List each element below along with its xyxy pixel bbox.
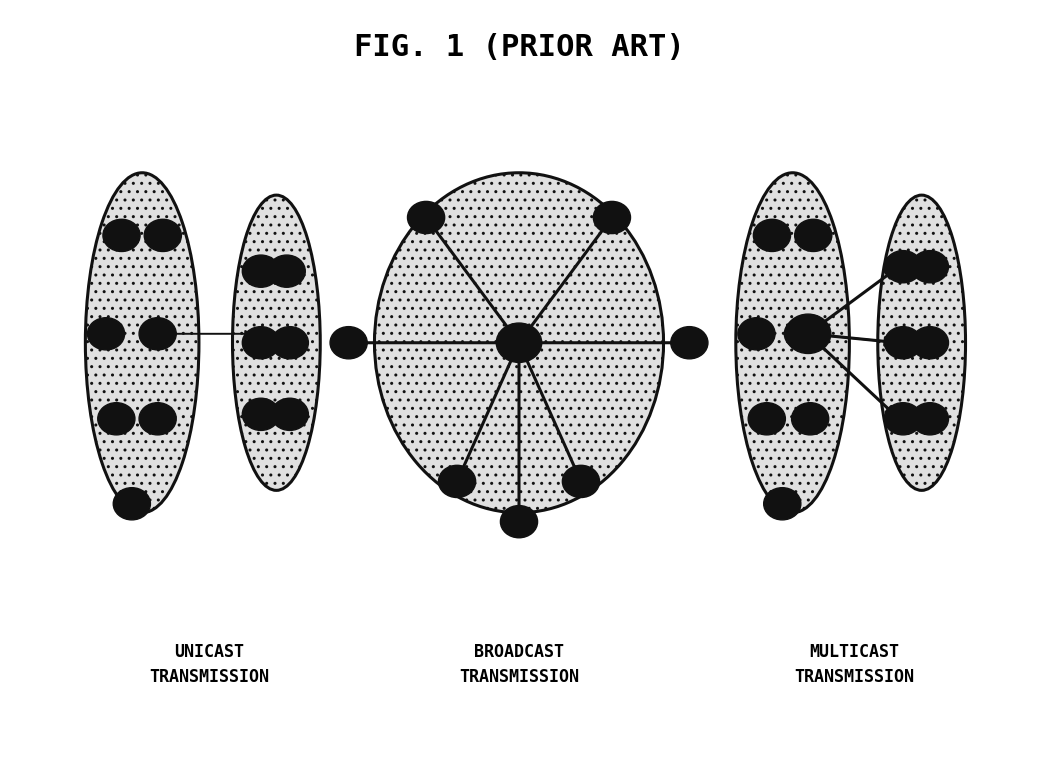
Circle shape xyxy=(671,326,708,358)
Circle shape xyxy=(271,398,308,430)
Circle shape xyxy=(268,255,305,287)
Circle shape xyxy=(884,403,922,435)
Circle shape xyxy=(792,403,828,435)
Circle shape xyxy=(911,326,949,358)
Circle shape xyxy=(884,250,922,283)
Circle shape xyxy=(594,201,630,234)
Circle shape xyxy=(496,323,542,362)
Circle shape xyxy=(242,398,279,430)
Circle shape xyxy=(139,403,176,435)
Ellipse shape xyxy=(85,173,199,512)
Circle shape xyxy=(438,465,475,497)
Text: FIG. 1 (PRIOR ART): FIG. 1 (PRIOR ART) xyxy=(354,33,684,62)
Circle shape xyxy=(738,318,775,350)
Circle shape xyxy=(144,219,182,251)
Circle shape xyxy=(786,314,830,353)
Circle shape xyxy=(242,326,279,358)
Circle shape xyxy=(87,318,125,350)
Ellipse shape xyxy=(233,195,321,490)
Circle shape xyxy=(103,219,140,251)
Circle shape xyxy=(911,250,949,283)
Circle shape xyxy=(748,403,786,435)
Circle shape xyxy=(500,506,538,538)
Circle shape xyxy=(98,403,135,435)
Circle shape xyxy=(271,326,308,358)
Text: MULTICAST
TRANSMISSION: MULTICAST TRANSMISSION xyxy=(794,643,914,686)
Circle shape xyxy=(764,488,801,520)
Circle shape xyxy=(242,255,279,287)
Circle shape xyxy=(139,318,176,350)
Circle shape xyxy=(113,488,151,520)
Circle shape xyxy=(785,318,821,350)
Text: UNICAST
TRANSMISSION: UNICAST TRANSMISSION xyxy=(149,643,269,686)
Circle shape xyxy=(754,219,791,251)
Ellipse shape xyxy=(375,173,663,512)
Circle shape xyxy=(330,326,367,358)
Circle shape xyxy=(563,465,600,497)
Text: BROADCAST
TRANSMISSION: BROADCAST TRANSMISSION xyxy=(459,643,579,686)
Circle shape xyxy=(408,201,444,234)
Circle shape xyxy=(795,219,831,251)
Circle shape xyxy=(884,326,922,358)
Ellipse shape xyxy=(736,173,849,512)
Ellipse shape xyxy=(878,195,965,490)
Circle shape xyxy=(911,403,949,435)
